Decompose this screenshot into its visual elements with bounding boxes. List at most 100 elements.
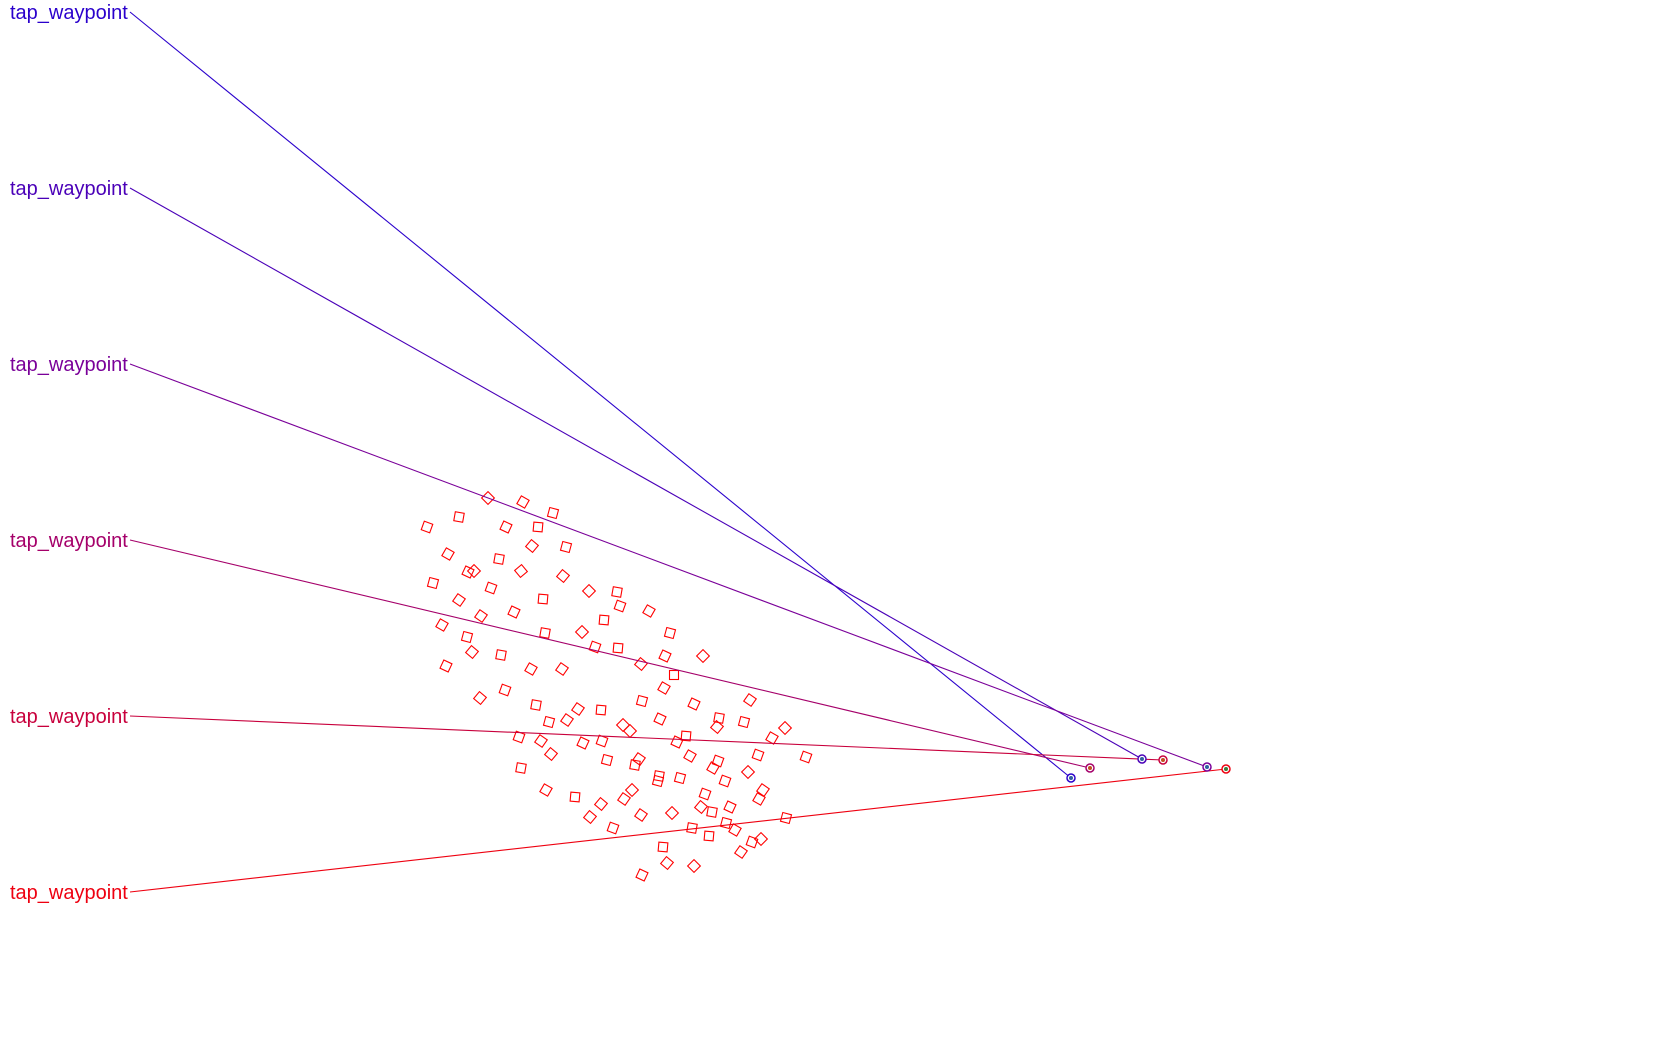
scatter-marker-cluster bbox=[420, 490, 813, 882]
diamond-outline-icon bbox=[642, 604, 656, 618]
waypoint-connector-line bbox=[129, 539, 1091, 769]
waypoint-connector-line bbox=[129, 187, 1143, 760]
diamond-outline-icon bbox=[668, 669, 680, 681]
waypoint-label[interactable]: tap_waypoint bbox=[10, 882, 128, 904]
diamond-outline-icon bbox=[539, 783, 553, 797]
diamond-outline-icon bbox=[495, 649, 507, 661]
diamond-outline-icon bbox=[524, 538, 540, 554]
diamond-outline-icon bbox=[687, 697, 701, 711]
diamond-outline-icon bbox=[533, 733, 549, 749]
diamond-outline-icon bbox=[680, 730, 692, 742]
waypoint-label[interactable]: tap_waypoint bbox=[10, 354, 128, 376]
diamond-outline-icon bbox=[686, 858, 702, 874]
diamond-outline-icon bbox=[624, 782, 640, 798]
diamond-outline-icon bbox=[740, 764, 756, 780]
diamond-outline-icon bbox=[751, 748, 765, 762]
diamond-outline-icon bbox=[777, 720, 793, 736]
target-dot-icon[interactable] bbox=[1158, 755, 1168, 765]
target-dot-icon[interactable] bbox=[1137, 754, 1147, 764]
diamond-outline-icon bbox=[635, 868, 649, 882]
diamond-outline-icon bbox=[733, 844, 749, 860]
diamond-outline-icon bbox=[539, 627, 551, 639]
diamond-outline-icon bbox=[507, 605, 521, 619]
diamond-outline-icon bbox=[683, 749, 697, 763]
diamond-outline-icon bbox=[742, 692, 758, 708]
diamond-outline-icon bbox=[453, 511, 465, 523]
diamond-outline-icon bbox=[537, 593, 549, 605]
diamond-outline-icon bbox=[779, 811, 793, 825]
diamond-outline-icon bbox=[737, 715, 751, 729]
target-dot-icon[interactable] bbox=[1202, 762, 1212, 772]
diamond-outline-icon bbox=[659, 855, 675, 871]
diamond-outline-icon bbox=[633, 656, 649, 672]
diamond-outline-icon bbox=[612, 642, 624, 654]
diamond-outline-icon bbox=[498, 683, 512, 697]
diamond-outline-icon bbox=[693, 799, 709, 815]
diamond-outline-icon bbox=[706, 806, 718, 818]
diamond-outline-icon bbox=[555, 568, 571, 584]
waypoint-connector-line bbox=[129, 363, 1208, 768]
waypoint-target-dots bbox=[1066, 754, 1231, 783]
diamond-outline-icon bbox=[631, 751, 647, 767]
diamond-outline-icon bbox=[581, 583, 597, 599]
diamond-outline-icon bbox=[611, 586, 623, 598]
diamond-outline-icon bbox=[435, 618, 449, 632]
diamond-outline-icon bbox=[615, 717, 631, 733]
waypoint-label[interactable]: tap_waypoint bbox=[10, 178, 128, 200]
diamond-outline-icon bbox=[595, 734, 609, 748]
diamond-outline-icon bbox=[513, 563, 529, 579]
diamond-outline-icon bbox=[622, 723, 638, 739]
diamond-outline-icon bbox=[493, 553, 505, 565]
diamond-outline-icon bbox=[451, 592, 467, 608]
diamond-outline-icon bbox=[600, 753, 614, 767]
diamond-outline-icon bbox=[546, 506, 560, 520]
diamond-outline-icon bbox=[543, 746, 559, 762]
diamond-outline-icon bbox=[576, 736, 590, 750]
diamond-outline-icon bbox=[755, 782, 771, 798]
waypoint-label[interactable]: tap_waypoint bbox=[10, 2, 128, 24]
target-dot-icon[interactable] bbox=[1221, 764, 1231, 774]
diamond-outline-icon bbox=[554, 661, 570, 677]
diamond-outline-icon bbox=[588, 640, 602, 654]
waypoint-connector-line bbox=[129, 11, 1072, 779]
diamond-outline-icon bbox=[711, 754, 725, 768]
diamond-outline-icon bbox=[461, 565, 475, 579]
diamond-outline-icon bbox=[426, 576, 440, 590]
diamond-outline-icon bbox=[542, 715, 556, 729]
diamond-outline-icon bbox=[559, 540, 573, 554]
waypoint-label[interactable]: tap_waypoint bbox=[10, 706, 128, 728]
diamond-outline-icon bbox=[606, 821, 620, 835]
diamond-outline-icon bbox=[703, 830, 715, 842]
diamond-outline-icon bbox=[569, 791, 581, 803]
diamond-outline-icon bbox=[753, 831, 769, 847]
diamond-outline-icon bbox=[460, 630, 474, 644]
waypoint-connector-line bbox=[129, 715, 1164, 761]
waypoint-labels: tap_waypoint tap_waypoint tap_waypoint tap_… bbox=[10, 2, 128, 904]
diamond-outline-icon bbox=[664, 805, 680, 821]
waypoint-connector-lines bbox=[129, 11, 1227, 893]
diamond-outline-icon bbox=[499, 520, 513, 534]
waypoint-connector-line bbox=[129, 768, 1227, 893]
diamond-outline-icon bbox=[593, 796, 609, 812]
diamond-outline-icon bbox=[420, 520, 434, 534]
diamond-outline-icon bbox=[532, 521, 544, 533]
diamond-outline-icon bbox=[484, 581, 498, 595]
diamond-outline-icon bbox=[595, 704, 607, 716]
waypoint-label[interactable]: tap_waypoint bbox=[10, 530, 128, 552]
target-dot-icon[interactable] bbox=[1066, 773, 1076, 783]
diamond-outline-icon bbox=[673, 771, 687, 785]
diamond-outline-icon bbox=[574, 624, 590, 640]
diamond-outline-icon bbox=[472, 690, 488, 706]
diamond-outline-icon bbox=[695, 648, 711, 664]
target-dot-icon[interactable] bbox=[1085, 763, 1095, 773]
diamond-outline-icon bbox=[658, 649, 672, 663]
diamond-outline-icon bbox=[439, 659, 453, 673]
diamond-outline-icon bbox=[657, 681, 671, 695]
diamond-outline-icon bbox=[706, 761, 720, 775]
diamond-outline-icon bbox=[765, 731, 779, 745]
diamond-outline-icon bbox=[464, 644, 480, 660]
diamond-outline-icon bbox=[629, 759, 641, 771]
diamond-outline-icon bbox=[613, 599, 627, 613]
diamond-outline-icon bbox=[657, 841, 669, 853]
